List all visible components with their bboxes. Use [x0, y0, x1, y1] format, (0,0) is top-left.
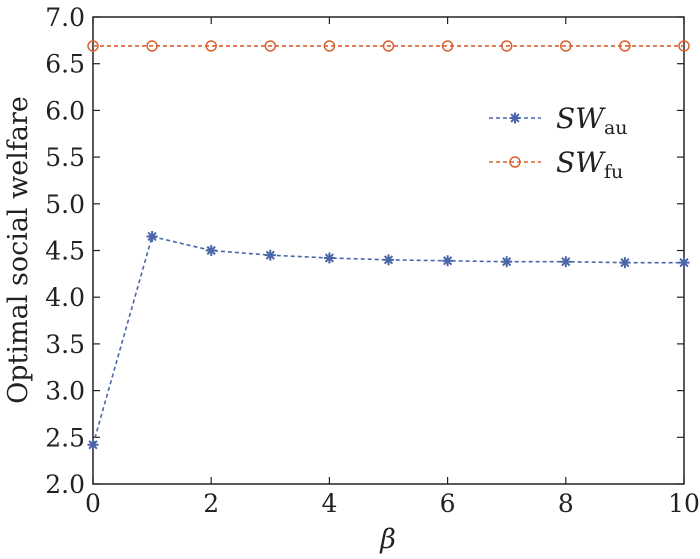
data-point-au: [619, 257, 631, 269]
legend-label-fu: SWfu: [556, 146, 623, 183]
data-point-fu: [323, 40, 336, 52]
y-tick-label: 2.5: [45, 423, 85, 452]
data-point-au: [264, 249, 276, 261]
data-point-au: [383, 254, 394, 266]
y-tick-label: 3.0: [45, 377, 85, 406]
legend-series-subscript: au: [604, 117, 628, 139]
data-point-au: [146, 230, 158, 242]
y-tick-label: 5.5: [45, 143, 85, 172]
y-tick-label: 3.5: [45, 330, 85, 359]
data-point-au: [323, 252, 335, 264]
data-point-au: [678, 257, 690, 269]
y-tick-label: 4.0: [45, 283, 85, 312]
x-tick-label: 8: [558, 489, 574, 518]
data-point-fu: [87, 40, 99, 52]
data-point-fu: [500, 40, 513, 52]
data-point-fu: [205, 40, 217, 52]
data-point-fu: [560, 40, 572, 52]
data-point-fu: [382, 40, 395, 52]
data-point-au: [501, 256, 513, 268]
x-tick-label: 6: [440, 489, 456, 518]
legend-marker-au: [509, 112, 521, 124]
data-point-fu: [441, 40, 454, 52]
data-point-au: [560, 256, 572, 268]
data-point-fu: [678, 40, 690, 52]
series-layer: [87, 40, 690, 451]
x-tick-label: 2: [203, 489, 219, 518]
y-tick-label: 2.0: [45, 470, 85, 499]
axis-ticks: 0 2 4 6 8 10 2.0 2.5 3.0 3.5 4.0 4.5 5.0 5.5 6.0 6.5 7.0: [45, 3, 700, 518]
data-point-au: [87, 439, 99, 451]
data-point-fu: [619, 40, 631, 52]
y-tick-label: 4.5: [45, 237, 85, 266]
x-axis-label: β: [379, 524, 396, 555]
x-tick-label: 0: [85, 489, 101, 518]
data-point-fu: [264, 40, 277, 52]
legend-marker-fu: [509, 156, 521, 168]
y-tick-label: 7.0: [45, 3, 85, 32]
data-point-au: [442, 255, 454, 267]
y-tick-label: 6.0: [45, 96, 85, 125]
x-tick-label: 4: [321, 489, 337, 518]
data-point-fu: [146, 40, 158, 52]
y-tick-label: 6.5: [45, 50, 85, 79]
plot-area: [92, 16, 685, 485]
legend-series-name: SW: [556, 102, 606, 135]
x-tick-label: 10: [668, 489, 700, 518]
legend-label-au: SWau: [556, 102, 628, 139]
y-tick-label: 5.0: [45, 190, 85, 219]
series-line-au: [92, 235, 684, 445]
data-point-au: [205, 245, 217, 256]
y-axis-label: Optimal social welfare: [3, 96, 34, 404]
legend-series-subscript: fu: [604, 161, 623, 183]
legend-series-name: SW: [556, 146, 606, 179]
